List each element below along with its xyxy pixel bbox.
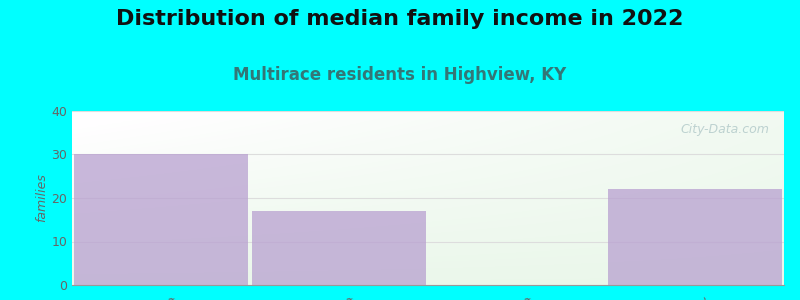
- Bar: [608, 189, 782, 285]
- Text: Multirace residents in Highview, KY: Multirace residents in Highview, KY: [234, 66, 566, 84]
- Y-axis label: families: families: [35, 174, 49, 222]
- Text: Distribution of median family income in 2022: Distribution of median family income in …: [116, 9, 684, 29]
- Text: City-Data.com: City-Data.com: [681, 123, 770, 136]
- Bar: [252, 211, 426, 285]
- Bar: [74, 154, 248, 285]
